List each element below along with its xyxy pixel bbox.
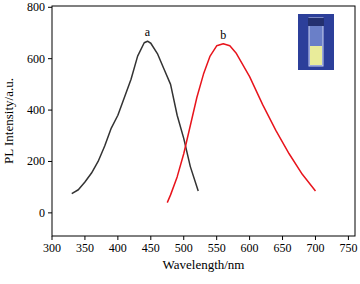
x-tick [150,236,151,240]
inset-photo [298,14,334,70]
x-tick-label: 650 [274,241,292,255]
y-axis-label: PL Intensity/a.u. [1,78,16,164]
y-tick-label: 0 [39,206,45,220]
x-tick-label: 550 [208,241,226,255]
y-tick-label: 200 [27,154,45,168]
annotation: b [220,28,226,42]
annotation: a [145,25,151,39]
x-tick [249,236,250,240]
x-tick-label: 450 [142,241,160,255]
x-tick-label: 400 [109,241,127,255]
y-tick [48,110,52,111]
y-tick-label: 800 [27,0,45,14]
x-tick [84,236,85,240]
y-tick-label: 600 [27,52,45,66]
inset-liquid [310,46,322,65]
x-tick [52,236,53,240]
x-tick-label: 700 [306,241,324,255]
x-tick [348,236,349,240]
x-tick [315,236,316,240]
x-tick [216,236,217,240]
y-tick [48,161,52,162]
x-tick [183,236,184,240]
inset-cap [308,18,324,26]
x-tick [117,236,118,240]
x-tick [282,236,283,240]
plot-frame [52,6,355,236]
x-axis-label: Wavelength/nm [163,257,245,272]
x-tick-label: 600 [241,241,259,255]
chart: 300 350 400 450 500 550 600 650 700 750 0 200 400 600… [0,0,360,284]
y-tick-label: 400 [27,103,45,117]
x-tick-label: 300 [43,241,61,255]
x-tick-label: 500 [175,241,193,255]
y-tick [48,212,52,213]
y-tick [48,7,52,8]
x-tick-label: 750 [339,241,357,255]
inset-background [298,14,334,70]
spectrum-line [167,44,315,203]
inset-vial [309,18,323,66]
y-tick [48,58,52,59]
x-tick-label: 350 [76,241,94,255]
plot-area [72,41,316,202]
